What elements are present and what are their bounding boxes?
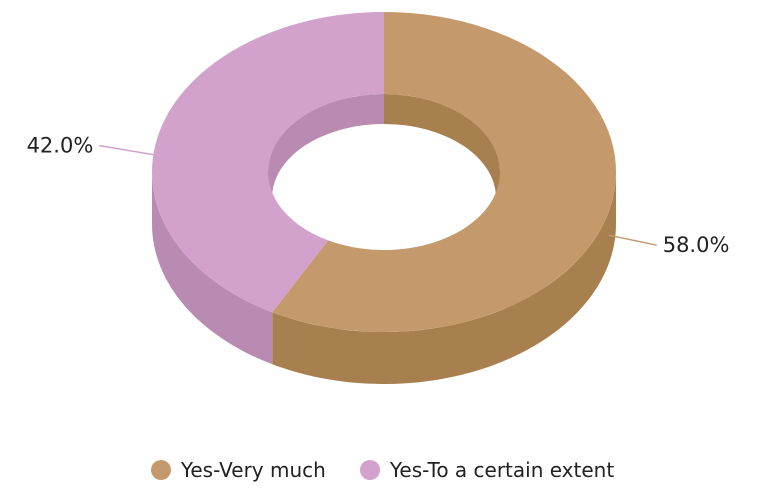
- data-label-yes-to-a-certain-extent: 42.0%: [27, 134, 94, 158]
- legend-swatch-yes-to-a-certain-extent: [359, 460, 380, 480]
- legend-label-yes-to-a-certain-extent: Yes-To a certain extent: [389, 458, 615, 482]
- legend: Yes-Very much Yes-To a certain extent: [0, 458, 765, 482]
- data-label-yes-very-much: 58.0%: [663, 233, 730, 257]
- legend-item-yes-very-much[interactable]: Yes-Very much: [150, 458, 326, 482]
- side-wall-yes-very-much: [272, 172, 617, 385]
- donut-inner-walls: [268, 94, 500, 272]
- side-wall-yes-to-a-certain-extent: [152, 172, 273, 365]
- slice-yes-to-a-certain-extent[interactable]: [151, 12, 384, 313]
- donut-top-faces: [151, 12, 616, 332]
- leader-line-yes-to-a-certain-extent: [99, 144, 160, 157]
- legend-label-yes-very-much: Yes-Very much: [180, 458, 326, 482]
- slice-yes-very-much[interactable]: [272, 12, 616, 332]
- leader-line-yes-very-much: [608, 234, 657, 246]
- donut-sides: [152, 172, 617, 385]
- inner-wall-yes-very-much-1: [384, 94, 500, 224]
- inner-wall-yes-to-a-certain-extent-0: [268, 94, 384, 224]
- data-labels: 58.0% 42.0%: [27, 134, 730, 258]
- donut-hole: [272, 124, 496, 272]
- legend-swatch-yes-very-much: [150, 460, 171, 480]
- legend-item-yes-to-a-certain-extent[interactable]: Yes-To a certain extent: [359, 458, 615, 482]
